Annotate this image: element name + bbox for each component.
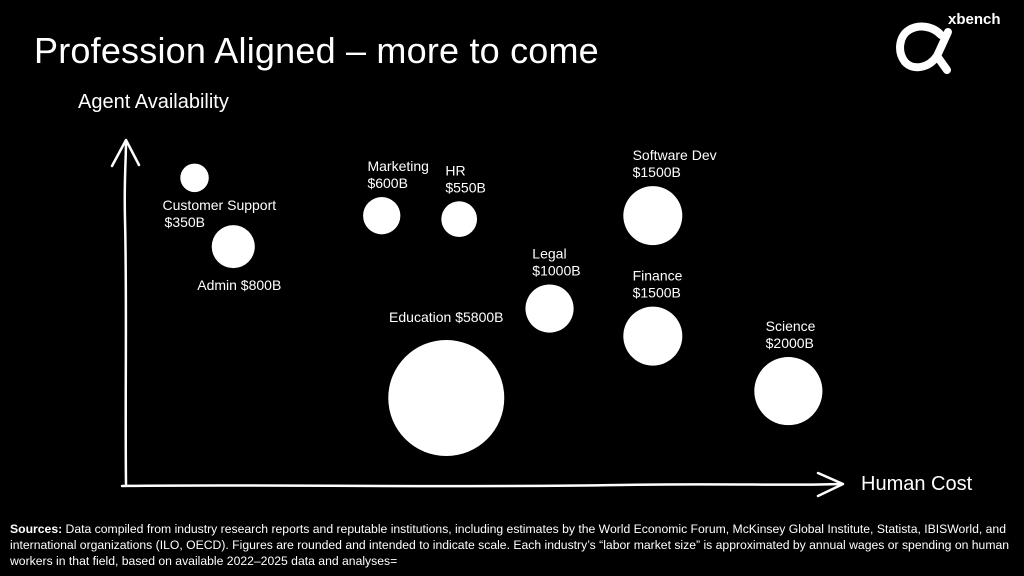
bubble-label-marketing: Marketing bbox=[367, 158, 428, 174]
bubble-value-legal: $1000B bbox=[532, 262, 580, 278]
bubble-label-science: Science bbox=[766, 318, 816, 334]
bubble-label-finance: Finance bbox=[633, 268, 683, 284]
bubble-marketing bbox=[363, 197, 401, 235]
bubble-finance bbox=[623, 306, 683, 366]
y-axis-label: Agent Availability bbox=[78, 91, 229, 113]
bubble-value-software-dev: $1500B bbox=[633, 164, 681, 180]
x-axis-line bbox=[120, 482, 842, 488]
x-axis-arrowhead bbox=[816, 471, 845, 498]
bubble-label-software-dev: Software Dev bbox=[633, 147, 717, 163]
bubble-admin bbox=[211, 225, 255, 269]
brand-name: xbench bbox=[948, 11, 1001, 28]
x-axis-label: Human Cost bbox=[861, 473, 973, 495]
xbench-logo-icon bbox=[896, 22, 952, 74]
bubble-labels-layer: Customer Support$350B Admin $800B Marketin… bbox=[163, 147, 816, 351]
sources-label: Sources: bbox=[10, 522, 63, 536]
bubble-customer-support bbox=[180, 163, 209, 193]
bubble-value-hr: $550B bbox=[445, 179, 485, 195]
chart-axes bbox=[110, 138, 845, 498]
bubble-value-marketing: $600B bbox=[367, 175, 407, 191]
bubble-value-science: $2000B bbox=[766, 335, 814, 351]
bubble-chart: Agent Availability Human Cost Customer S… bbox=[78, 91, 973, 498]
slide-title: Profession Aligned – more to come bbox=[34, 30, 599, 71]
bubble-label-legal: Legal bbox=[532, 245, 566, 261]
bubble-label-education: Education $5800B bbox=[389, 309, 503, 325]
y-axis-arrowhead bbox=[110, 138, 141, 168]
bubbles-layer bbox=[180, 163, 823, 456]
bubble-software-dev bbox=[623, 186, 683, 246]
sources-text: Data compiled from industry research rep… bbox=[10, 522, 1010, 568]
sources-note: Sources: Data compiled from industry res… bbox=[10, 521, 1020, 569]
bubble-education bbox=[388, 340, 505, 456]
bubble-value-finance: $1500B bbox=[633, 285, 681, 301]
bubble-label-customer-support: Customer Support bbox=[163, 197, 277, 213]
bubble-hr bbox=[441, 201, 478, 237]
bubble-legal bbox=[525, 284, 574, 333]
y-axis-line bbox=[123, 140, 128, 486]
bubble-label-hr: HR bbox=[445, 162, 465, 178]
bubble-label-admin: Admin $800B bbox=[197, 277, 281, 293]
bubble-value-customer-support: $350B bbox=[165, 214, 205, 230]
bubble-science bbox=[754, 357, 823, 426]
